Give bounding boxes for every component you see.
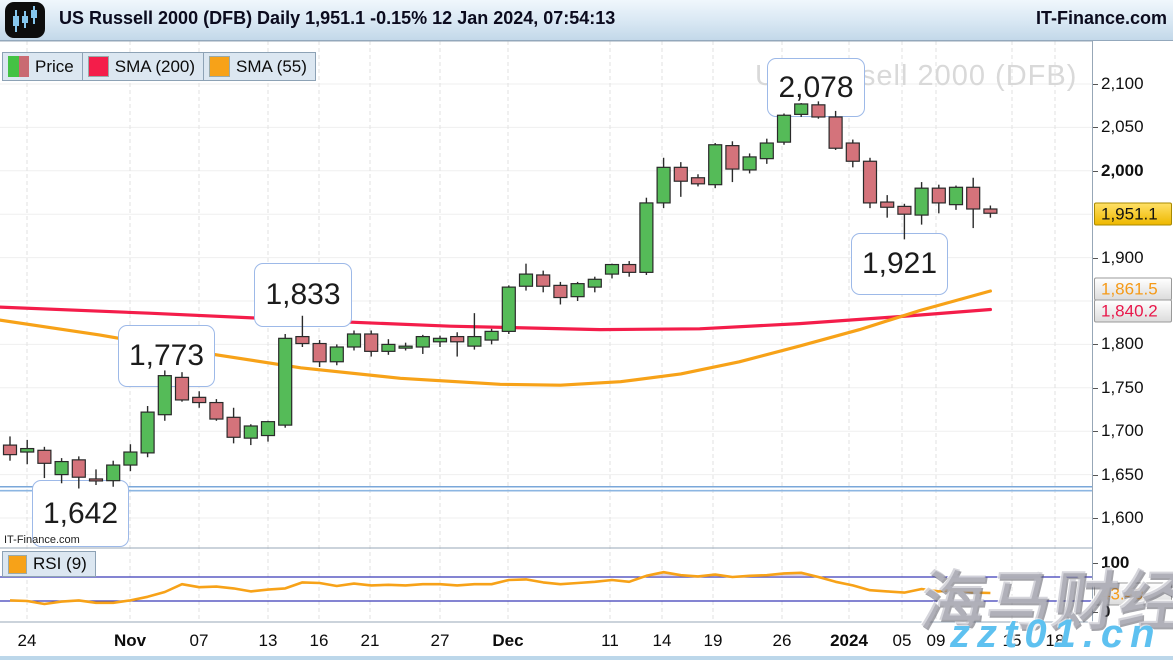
time-label: 11	[601, 631, 619, 651]
time-label: 26	[773, 631, 792, 651]
axis-label: 2,050	[1101, 117, 1144, 137]
cn-url-watermark: zzt01.cn	[950, 612, 1162, 657]
site-note: IT-Finance.com	[4, 534, 80, 546]
rsi-legend: RSI (9)	[2, 551, 96, 577]
legend-rsi-label: RSI (9)	[33, 554, 87, 574]
legend-price-label: Price	[35, 57, 74, 77]
price-annotation[interactable]: 1,833	[254, 263, 352, 327]
time-label: 13	[259, 631, 278, 651]
price-annotation[interactable]: 1,921	[851, 233, 948, 295]
time-label: Nov	[114, 631, 146, 651]
time-label: 24	[18, 631, 37, 651]
axis-tick	[1093, 127, 1098, 128]
current-price-label: 1,951.1	[1094, 203, 1172, 226]
axis-tick	[1093, 475, 1098, 476]
axis-label: 2,000	[1101, 161, 1144, 181]
price-annotation[interactable]: 2,078	[767, 58, 865, 117]
axis-tick	[1093, 518, 1098, 519]
legend-price-chip[interactable]: Price	[2, 52, 83, 81]
legend-sma55-label: SMA (55)	[236, 57, 307, 77]
legend-rsi-chip[interactable]: RSI (9)	[2, 551, 96, 577]
price-swatch-icon	[8, 56, 29, 77]
time-label: 27	[431, 631, 450, 651]
axis-label: 1,750	[1101, 378, 1144, 398]
axis-label: 1,650	[1101, 465, 1144, 485]
axis-tick	[1093, 388, 1098, 389]
time-label: 05	[893, 631, 912, 651]
axis-tick	[1093, 171, 1098, 172]
axis-tick	[1093, 84, 1098, 85]
legend-sma55-chip[interactable]: SMA (55)	[204, 52, 316, 81]
indicator-value-label: 1,840.2	[1094, 300, 1172, 323]
sma200-swatch-icon	[88, 56, 109, 77]
axis-label: 1,900	[1101, 248, 1144, 268]
time-label: 14	[653, 631, 672, 651]
chart-window: US Russell 2000 (DFB) 1,6421,7731,8332,0…	[0, 0, 1173, 660]
rsi-swatch-icon	[8, 555, 27, 574]
axis-label: 2,100	[1101, 74, 1144, 94]
price-axis[interactable]: 2,100 2,050 2,000 1,900 1,800 1,750 1,700 1,650…	[1092, 41, 1173, 623]
price-annotation[interactable]: 1,773	[118, 325, 215, 387]
axis-tick	[1093, 431, 1098, 432]
axis-label: 1,700	[1101, 421, 1144, 441]
legend-sma200-label: SMA (200)	[115, 57, 195, 77]
axis-tick	[1093, 258, 1098, 259]
time-label: 16	[310, 631, 329, 651]
sma55-swatch-icon	[209, 56, 230, 77]
time-label: 19	[704, 631, 723, 651]
axis-label: 1,600	[1101, 508, 1144, 528]
time-label: Dec	[492, 631, 523, 651]
time-label: 07	[190, 631, 209, 651]
time-label: 2024	[830, 631, 868, 651]
axis-tick	[1093, 344, 1098, 345]
legend-sma200-chip[interactable]: SMA (200)	[83, 52, 204, 81]
time-label: 21	[361, 631, 380, 651]
indicator-value-label: 1,861.5	[1094, 278, 1172, 301]
axis-label: 1,800	[1101, 334, 1144, 354]
price-legend: Price SMA (200) SMA (55)	[2, 52, 316, 81]
